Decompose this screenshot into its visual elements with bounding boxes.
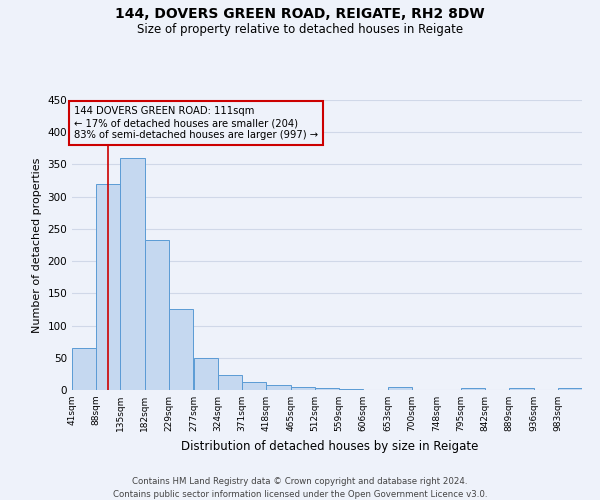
Bar bbox=[315, 388, 339, 390]
Bar bbox=[194, 358, 218, 390]
Bar bbox=[72, 348, 96, 390]
Bar bbox=[145, 240, 169, 390]
Text: 144 DOVERS GREEN ROAD: 111sqm
← 17% of detached houses are smaller (204)
83% of : 144 DOVERS GREEN ROAD: 111sqm ← 17% of d… bbox=[74, 106, 318, 140]
Text: Distribution of detached houses by size in Reigate: Distribution of detached houses by size … bbox=[181, 440, 479, 453]
Bar bbox=[242, 382, 266, 390]
Text: 144, DOVERS GREEN ROAD, REIGATE, RH2 8DW: 144, DOVERS GREEN ROAD, REIGATE, RH2 8DW bbox=[115, 8, 485, 22]
Bar bbox=[509, 388, 533, 390]
Bar bbox=[121, 158, 145, 390]
Bar bbox=[266, 385, 290, 390]
Bar bbox=[388, 388, 412, 390]
Bar bbox=[169, 310, 193, 390]
Text: Contains HM Land Registry data © Crown copyright and database right 2024.: Contains HM Land Registry data © Crown c… bbox=[132, 478, 468, 486]
Bar bbox=[558, 388, 582, 390]
Text: Contains public sector information licensed under the Open Government Licence v3: Contains public sector information licen… bbox=[113, 490, 487, 499]
Bar bbox=[96, 184, 121, 390]
Bar bbox=[218, 375, 242, 390]
Y-axis label: Number of detached properties: Number of detached properties bbox=[32, 158, 42, 332]
Bar bbox=[290, 387, 315, 390]
Text: Size of property relative to detached houses in Reigate: Size of property relative to detached ho… bbox=[137, 22, 463, 36]
Bar bbox=[339, 388, 364, 390]
Bar bbox=[461, 388, 485, 390]
